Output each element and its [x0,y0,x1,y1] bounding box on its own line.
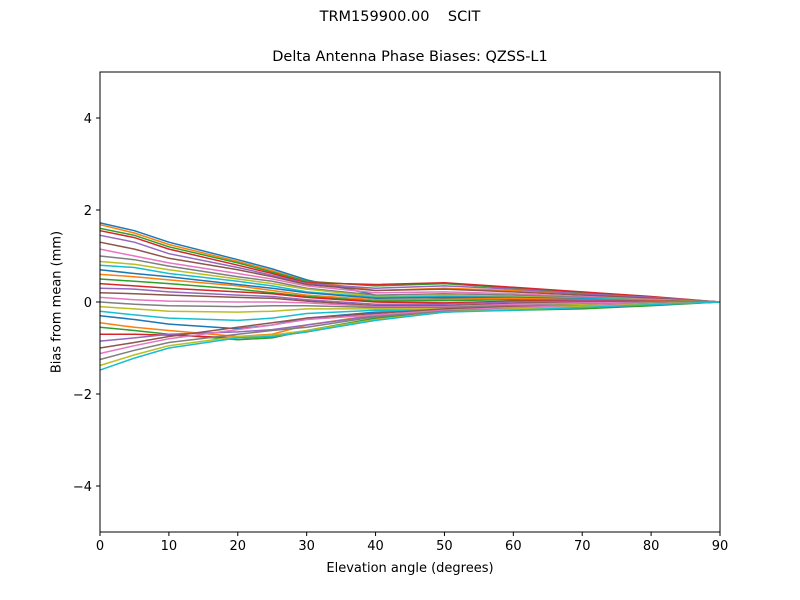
x-tick-label: 10 [161,539,178,554]
y-tick-label: 0 [84,296,92,311]
axis-ticks: 0 10 20 30 40 50 60 70 80 90 −4 −2 0 2 4 [73,112,728,554]
x-tick-label: 0 [96,539,104,554]
y-tick-label: −4 [73,480,92,495]
series-line [99,287,721,306]
x-tick-label: 60 [505,539,522,554]
series-line [99,248,721,303]
series-line [99,301,721,367]
series-line [99,301,721,355]
x-tick-label: 80 [643,539,660,554]
series-line [99,229,721,303]
x-tick-label: 70 [574,539,591,554]
series-line [99,264,721,303]
series-line [99,301,721,313]
x-axis-label: Elevation angle (degrees) [326,561,494,576]
x-tick-label: 20 [230,539,247,554]
y-tick-label: 2 [84,204,92,219]
y-axis-label: Bias from mean (mm) [49,230,65,374]
series-line [99,234,721,303]
series-lines [99,222,721,371]
series-line [99,296,721,308]
x-tick-label: 90 [712,539,729,554]
chart-title: Delta Antenna Phase Biases: QZSS-L1 [272,49,548,65]
y-tick-label: −2 [73,388,92,403]
series-line [99,292,720,307]
x-tick-label: 50 [436,539,453,554]
chart-suptitle: TRM159900.00 SCIT [319,9,481,25]
series-line [99,241,721,303]
x-tick-label: 30 [298,539,315,554]
series-line [99,227,721,303]
y-tick-label: 4 [84,112,92,127]
series-line [99,301,721,371]
x-tick-label: 40 [367,539,384,554]
